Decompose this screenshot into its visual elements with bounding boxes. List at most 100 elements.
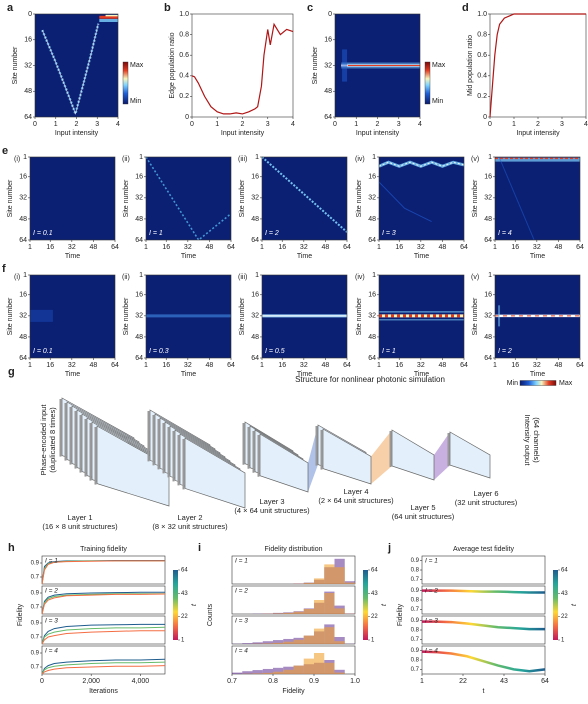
x-tick-label: 48 [206,244,214,251]
x-tick-label: 16 [162,362,170,369]
y-tick-label: 1.0 [477,11,487,18]
line [42,666,165,674]
colorbar-max: Max [559,380,573,387]
histogram-bar [273,613,283,614]
colorbar-label: t [571,603,578,606]
x-tick-label: 64 [111,362,119,369]
layer-name: Layer 3 [259,497,284,506]
y-tick-label: 16 [368,174,376,181]
histogram-bar [263,673,273,674]
x-tick-label: 64 [343,244,351,251]
x-tick-label: 1.0 [350,678,360,685]
y-tick-label: 16 [324,37,332,44]
colorbar-tick-label: 64 [561,568,568,574]
chart-title: Average test fidelity [453,546,514,553]
y-tick-label: 1.0 [179,11,189,18]
y-tick-label: 16 [135,292,143,299]
histogram-bar [314,578,324,584]
y-axis-label: Site number [123,179,130,217]
histogram-bar [314,629,324,644]
histogram-bar [273,672,283,674]
x-tick-label: 1 [377,362,381,369]
layer-name: Layer 5 [410,503,435,512]
y-tick-label: 48 [19,216,27,223]
y-axis-label: Site number [12,46,19,84]
annotation: I = 1 [382,348,396,355]
x-tick-label: 64 [227,244,235,251]
colorbar-tick-label: 22 [561,614,568,620]
line [42,561,165,584]
y-tick-label: 64 [484,355,492,362]
panel-sublabel: (iii) [238,156,247,163]
annotation: I = 4 [45,648,58,655]
y-tick-label: 0.9 [31,561,40,567]
layer-sheet [450,432,490,478]
annotation: I = 3 [235,618,248,625]
colorbar [425,62,430,104]
panel-sublabel: (ii) [122,156,130,163]
x-tick-label: 16 [46,244,54,251]
x-tick-label: 64 [111,244,119,251]
annotation: I = 1 [45,558,58,565]
histogram-bar [304,636,314,644]
x-tick-label: 4,000 [132,678,150,685]
x-tick-label: 43 [500,678,508,685]
subplot-frame [42,586,165,614]
y-tick-label: 0.8 [411,658,420,664]
x-tick-label: 48 [206,362,214,369]
y-tick-label: 0.9 [411,588,420,594]
histogram-bar [304,659,314,674]
y-tick-label: 64 [368,237,376,244]
x-tick-label: 0.7 [227,678,237,685]
y-axis-label: Site number [312,46,319,84]
colorbar [173,570,178,640]
annotation: I = 4 [425,648,438,655]
x-tick-label: 16 [395,244,403,251]
y-tick-label: 32 [135,195,143,202]
y-tick-label: 1 [255,272,259,279]
heatmap-background [495,157,580,240]
x-tick-label: 16 [511,244,519,251]
x-tick-label: 16 [511,362,519,369]
annotation: I = 0.3 [149,348,169,355]
y-tick-label: 0.7 [31,575,40,581]
y-tick-label: 48 [368,334,376,341]
layer-sheet [185,438,245,508]
layer-name: Layer 4 [343,487,368,496]
y-tick-label: 1 [23,154,27,161]
colorbar-min: Min [432,98,443,105]
x-tick-label: 2 [75,121,79,128]
x-tick-label: 32 [300,362,308,369]
x-axis-label: Time [65,253,80,260]
y-tick-label: 0.2 [179,93,189,100]
x-tick-label: 2 [536,121,540,128]
layer-detail: (32 unit structures) [455,498,518,507]
x-tick-label: 0 [333,121,337,128]
panel-label: d [462,2,469,14]
x-axis-label: Fidelity [282,688,305,695]
heatmap-background [30,157,115,240]
layer-detail: (16 × 8 unit structures) [42,522,118,531]
y-tick-label: 0.7 [411,607,420,613]
histogram-bar [283,613,293,614]
y-tick-label: 32 [24,62,32,69]
colorbar-tick-label: 43 [561,591,568,597]
y-tick-label: 64 [368,355,376,362]
y-tick-label: 32 [19,313,27,320]
x-tick-label: 1 [420,678,424,685]
y-tick-label: 1 [488,272,492,279]
y-tick-label: 32 [368,195,376,202]
colorbar [123,62,128,104]
y-tick-label: 0.8 [411,598,420,604]
histogram-bar [324,564,334,584]
layer-name: Layer 6 [473,489,498,498]
y-tick-label: 16 [135,174,143,181]
x-axis-label: Time [530,371,545,378]
colorbar-tick-label: 43 [181,591,188,597]
x-tick-label: 48 [322,362,330,369]
histogram-bar [253,670,263,674]
line [192,24,293,114]
x-tick-label: 32 [184,362,192,369]
annotation: I = 3 [425,618,438,625]
